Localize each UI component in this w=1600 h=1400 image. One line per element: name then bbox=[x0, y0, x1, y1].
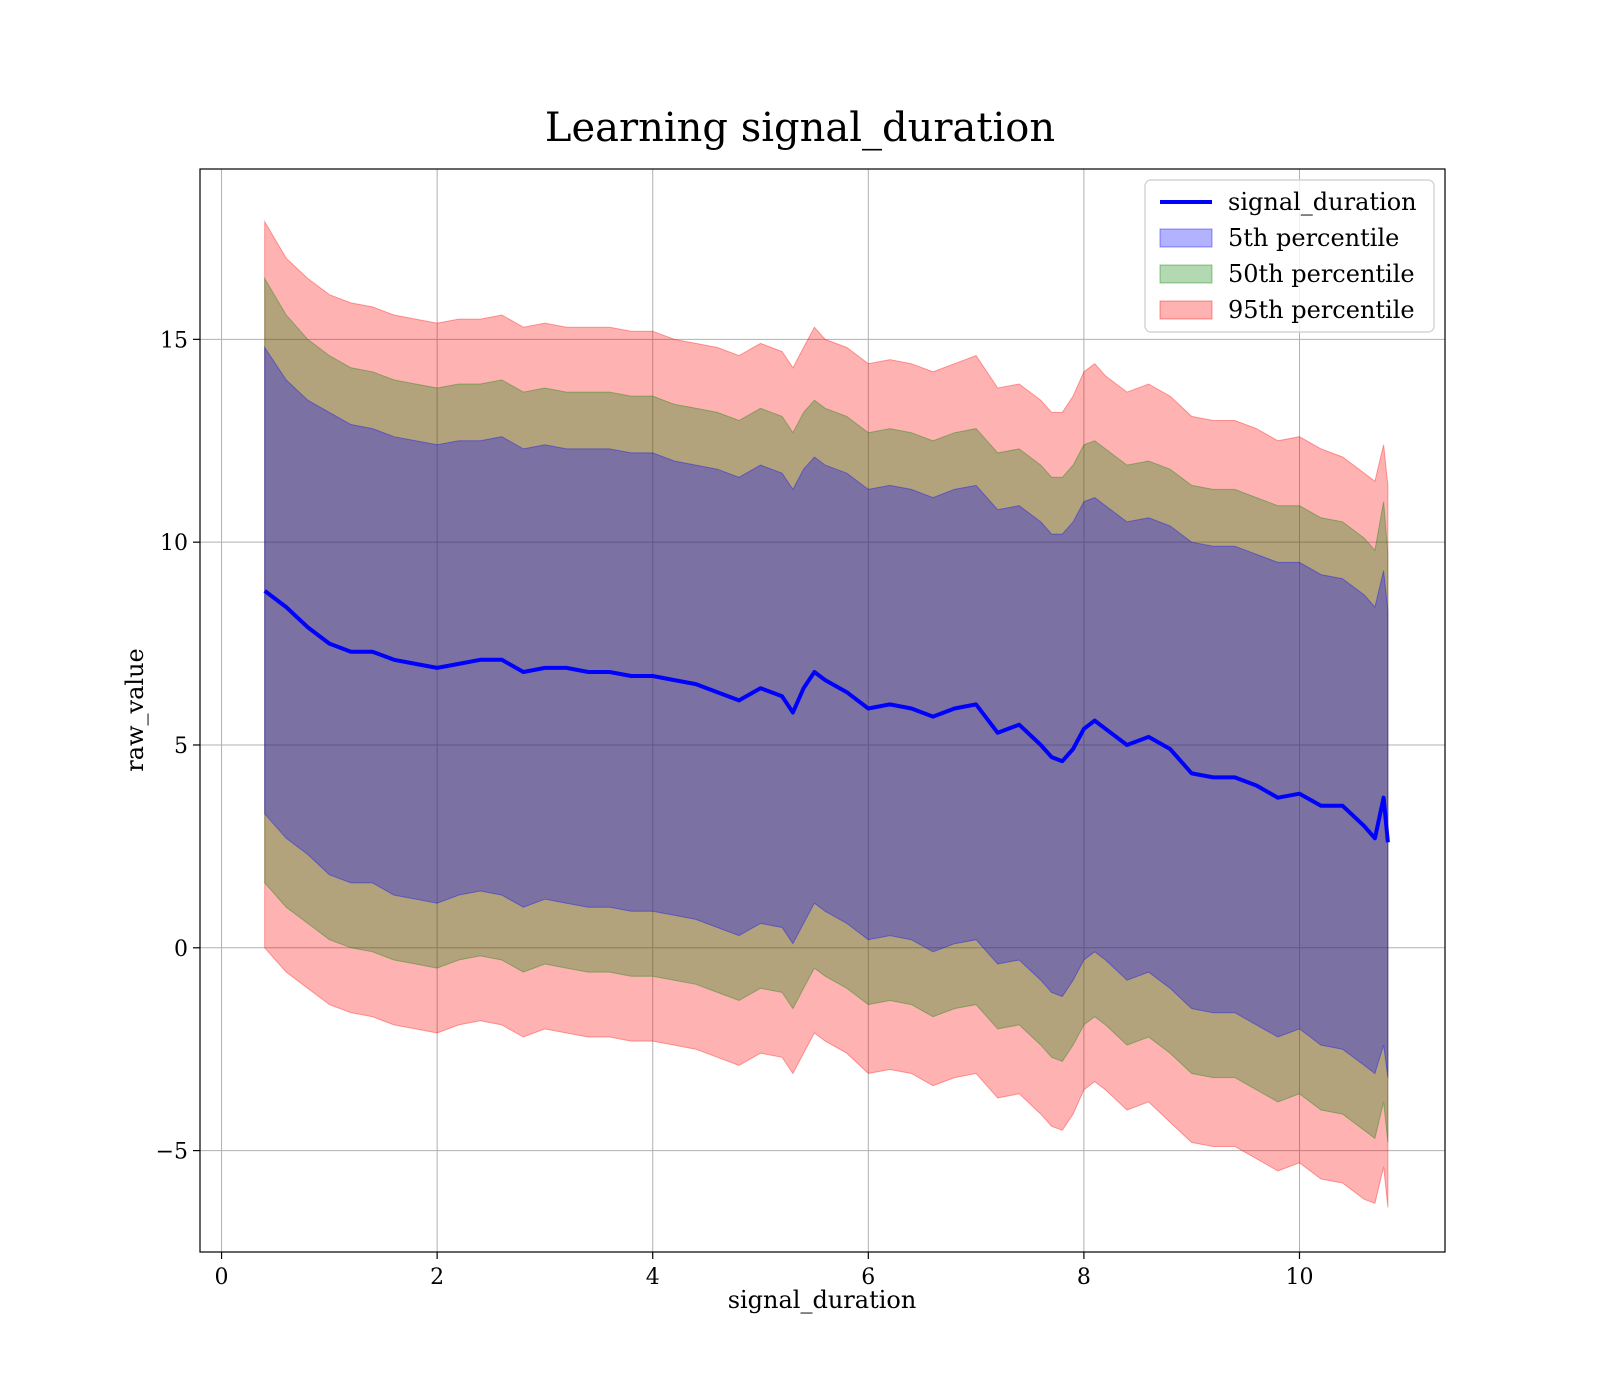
plot-frame bbox=[199, 168, 1446, 1253]
plot-area bbox=[199, 168, 1446, 1253]
line-signal-duration bbox=[263, 589, 1390, 843]
percentile-bands bbox=[264, 219, 1389, 1208]
x-tick-label: 10 bbox=[1285, 1265, 1313, 1290]
legend-swatch-band bbox=[1159, 228, 1213, 248]
x-tick-label: 2 bbox=[430, 1265, 444, 1290]
legend-swatch-band bbox=[1159, 300, 1213, 320]
plot-background bbox=[200, 169, 1445, 1252]
y-axis-label: raw_value bbox=[121, 648, 149, 772]
chart-title: Learning signal_duration bbox=[545, 105, 1055, 151]
legend: signal_duration 5th percentile 50th percen… bbox=[1144, 179, 1435, 333]
x-tick-label: 0 bbox=[215, 1265, 229, 1290]
band-95th-percentile bbox=[264, 219, 1389, 1208]
series-lines bbox=[263, 589, 1390, 843]
legend-box bbox=[1144, 179, 1435, 333]
band-50th-percentile bbox=[264, 276, 1389, 1143]
y-tick-label: 5 bbox=[174, 734, 188, 759]
x-axis-ticks: 0 2 4 6 8 10 bbox=[215, 1252, 1313, 1290]
y-tick-label: 0 bbox=[174, 937, 188, 962]
legend-label: 5th percentile bbox=[1228, 224, 1399, 252]
x-tick-label: 8 bbox=[1077, 1265, 1091, 1290]
x-tick-label: 4 bbox=[646, 1265, 660, 1290]
y-tick-label: 15 bbox=[160, 328, 188, 353]
band-5th-percentile bbox=[264, 345, 1389, 1078]
legend-swatch-band bbox=[1159, 264, 1213, 284]
x-axis-label: signal_duration bbox=[728, 1286, 917, 1314]
y-axis-ticks: −5 0 5 10 15 bbox=[156, 328, 200, 1165]
legend-label: signal_duration bbox=[1228, 188, 1417, 216]
x-tick-label: 6 bbox=[861, 1265, 875, 1290]
grid bbox=[200, 169, 1445, 1252]
y-tick-label: −5 bbox=[156, 1140, 188, 1165]
y-tick-label: 10 bbox=[160, 531, 188, 556]
legend-label: 50th percentile bbox=[1228, 260, 1415, 288]
legend-label: 95th percentile bbox=[1228, 296, 1415, 324]
